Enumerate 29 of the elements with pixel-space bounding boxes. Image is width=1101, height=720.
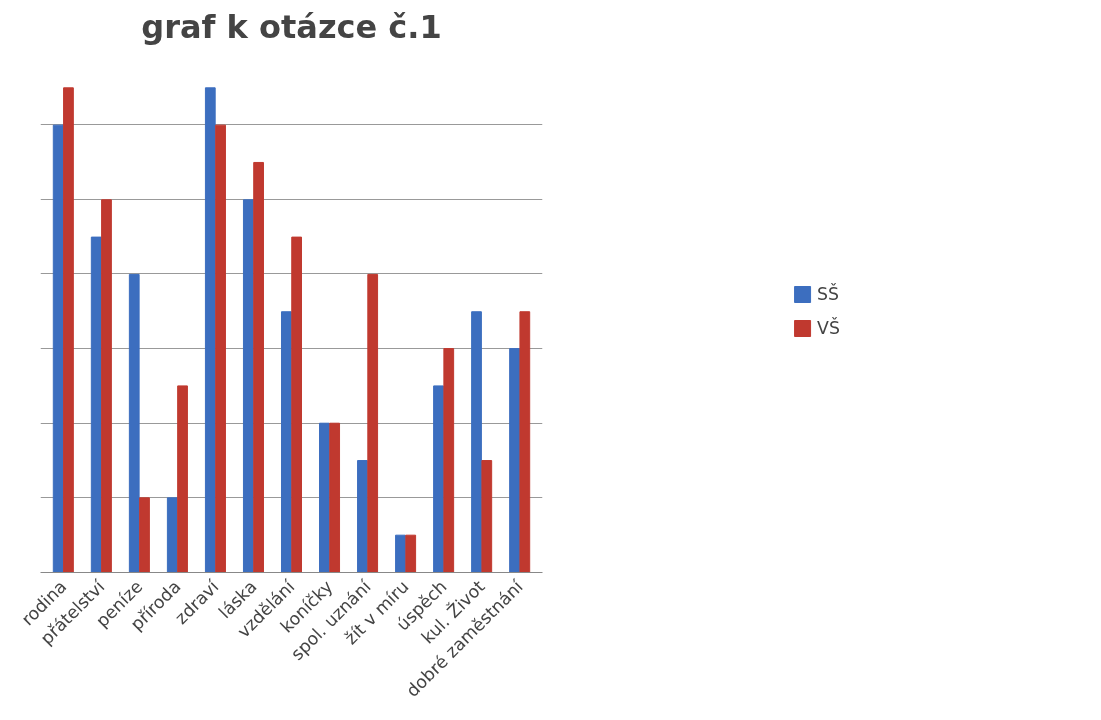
bar [509,348,520,573]
bar [471,311,482,573]
bar [139,497,150,573]
bar [90,236,102,573]
bar [63,87,74,573]
bar [357,460,368,573]
bar [204,87,216,573]
bar [253,161,264,573]
legend-label: VŠ [817,318,840,338]
bar [481,460,493,573]
bar [101,199,112,573]
bar [367,273,379,573]
chart-title: graf k otázce č.1 [141,7,442,46]
bar [280,311,292,573]
bar [395,534,406,573]
bar [52,124,64,573]
bar [329,422,341,573]
legend-label: SŠ [817,284,840,304]
bar [433,385,444,573]
bar [291,236,303,573]
bar [166,497,178,573]
bar [443,348,455,573]
bar [319,422,330,573]
bar [519,311,531,573]
bar [128,273,140,573]
bar [215,124,226,573]
bar [177,385,188,573]
bar [405,534,417,573]
bar [242,199,254,573]
